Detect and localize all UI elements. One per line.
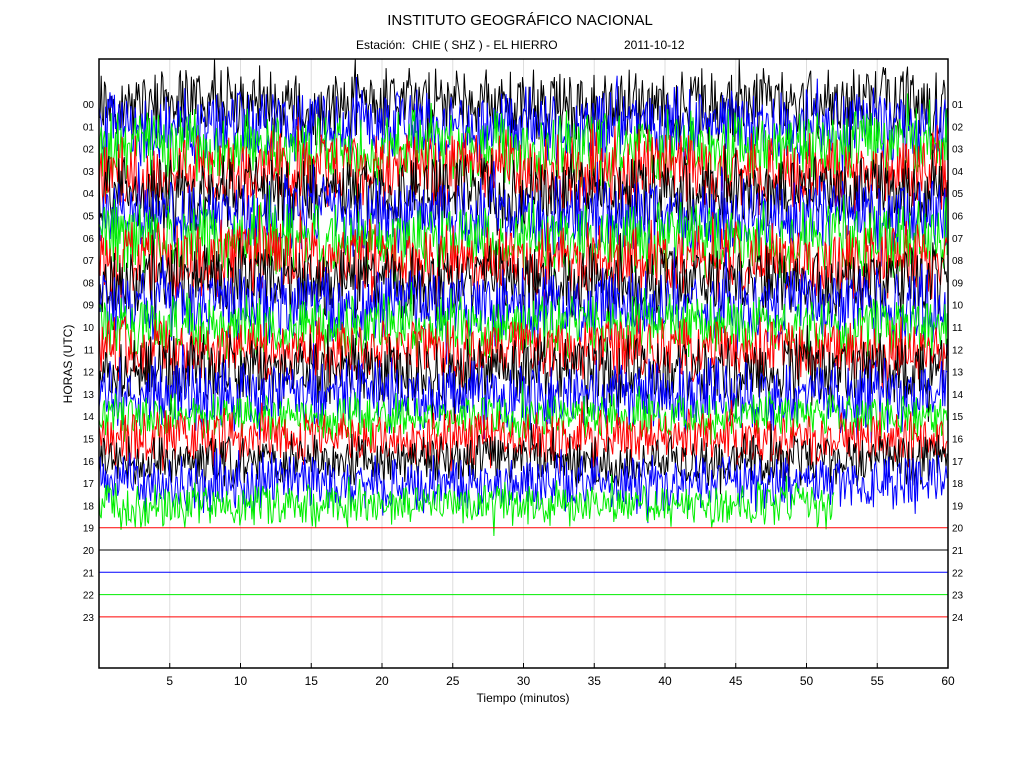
hour-label-left: 20 xyxy=(83,546,95,557)
x-tick-label: 15 xyxy=(305,674,319,688)
x-tick-label: 35 xyxy=(588,674,602,688)
x-tick-label: 20 xyxy=(375,674,389,688)
hour-label-left: 11 xyxy=(84,345,95,356)
record-date: 2011-10-12 xyxy=(624,38,685,52)
trace-layer xyxy=(98,58,948,618)
hour-label-right: 21 xyxy=(952,546,964,557)
hour-label-left: 10 xyxy=(83,323,95,334)
hour-label-right: 17 xyxy=(952,457,964,468)
seismic-trace xyxy=(98,93,948,201)
x-tick-label: 25 xyxy=(446,674,460,688)
hour-label-left: 09 xyxy=(83,301,95,312)
hour-label-right: 18 xyxy=(952,479,964,490)
hour-label-right: 04 xyxy=(952,167,964,178)
hour-label-right: 13 xyxy=(952,368,964,379)
hour-label-right: 14 xyxy=(952,390,964,401)
seismic-trace xyxy=(98,448,948,524)
hour-label-right: 16 xyxy=(952,435,964,446)
station-name: CHIE ( SHZ ) - EL HIERRO xyxy=(412,38,558,52)
hour-label-left: 01 xyxy=(83,122,95,133)
hour-label-left: 13 xyxy=(83,390,95,401)
hour-label-right: 22 xyxy=(952,568,964,579)
hour-label-left: 14 xyxy=(83,412,95,423)
hour-label-left: 23 xyxy=(83,613,95,624)
hour-label-right: 09 xyxy=(952,278,964,289)
seismic-trace xyxy=(98,315,948,389)
hour-label-left: 08 xyxy=(83,278,95,289)
x-tick-label: 10 xyxy=(234,674,248,688)
hour-label-right: 11 xyxy=(952,323,963,334)
seismic-trace xyxy=(98,400,948,474)
hour-label-left: 19 xyxy=(83,524,95,535)
hour-label-left: 05 xyxy=(83,212,95,223)
hour-label-left: 18 xyxy=(83,501,95,512)
seismic-trace xyxy=(98,422,948,495)
hour-label-left: 22 xyxy=(83,591,95,602)
y-axis-label: HORAS (UTC) xyxy=(61,325,75,404)
hour-label-right: 20 xyxy=(952,524,964,535)
x-tick-label: 50 xyxy=(800,674,814,688)
x-tick-label: 40 xyxy=(658,674,672,688)
x-tick-label: 30 xyxy=(517,674,531,688)
seismic-trace xyxy=(98,75,948,175)
hour-label-left: 17 xyxy=(83,479,95,490)
hour-label-left: 00 xyxy=(83,100,95,111)
station-label: Estación: xyxy=(356,38,406,52)
hour-label-right: 19 xyxy=(952,501,964,512)
x-tick-label: 55 xyxy=(871,674,885,688)
hour-label-right: 01 xyxy=(952,100,964,111)
hour-label-right: 10 xyxy=(952,301,964,312)
hour-label-right: 06 xyxy=(952,212,964,223)
hour-label-left: 07 xyxy=(83,256,95,267)
hour-label-left: 03 xyxy=(83,167,95,178)
x-tick-label: 60 xyxy=(941,674,955,688)
hour-label-left: 06 xyxy=(83,234,95,245)
left-hour-labels: 00 01 02 03 04 05 06 07 08 09 10 11 12 13 14 15 16 17 18 19… xyxy=(83,100,95,624)
hour-label-left: 12 xyxy=(83,368,95,379)
seismic-trace xyxy=(98,381,948,451)
x-tick-label: 45 xyxy=(729,674,743,688)
x-axis-label: Tiempo (minutos) xyxy=(477,691,570,705)
hour-label-right: 23 xyxy=(952,591,964,602)
hour-label-left: 02 xyxy=(83,145,95,156)
hour-label-right: 08 xyxy=(952,256,964,267)
seismic-trace xyxy=(98,116,948,220)
hour-label-right: 07 xyxy=(952,234,964,245)
hour-label-left: 21 xyxy=(83,568,95,579)
seismic-trace xyxy=(98,204,948,322)
seismic-trace xyxy=(98,247,948,365)
hour-label-right: 24 xyxy=(952,613,964,624)
hour-label-left: 16 xyxy=(83,457,95,468)
hour-label-left: 15 xyxy=(83,435,95,446)
hour-label-right: 12 xyxy=(952,345,964,356)
chart-subtitle: Estación: CHIE ( SHZ ) - EL HIERRO 2011-… xyxy=(356,38,685,52)
seismic-trace xyxy=(98,229,948,331)
x-axis-ticks: 5 10 15 20 25 30 35 40 45 50 55 60 xyxy=(166,663,955,688)
hour-label-right: 05 xyxy=(952,189,964,200)
hour-label-right: 02 xyxy=(952,122,964,133)
right-hour-labels: 01 02 03 04 05 06 07 08 09 10 11 12 13 14 15 16 17 18 19 20… xyxy=(952,100,964,624)
hour-label-right: 15 xyxy=(952,412,964,423)
hour-label-left: 04 xyxy=(83,189,95,200)
chart-title: INSTITUTO GEOGRÁFICO NACIONAL xyxy=(387,12,653,29)
seismic-trace xyxy=(98,474,835,537)
hour-label-right: 03 xyxy=(952,145,964,156)
x-tick-label: 5 xyxy=(166,674,173,688)
